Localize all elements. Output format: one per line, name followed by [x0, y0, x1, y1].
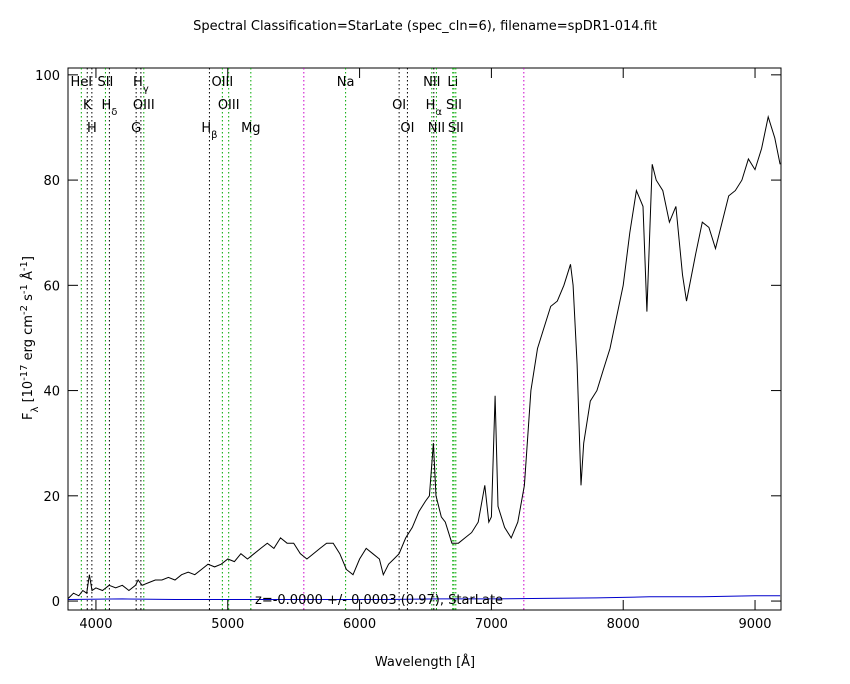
y-label-part: -1 — [19, 261, 30, 271]
spectral-line-label: OIII — [218, 98, 240, 113]
y-label-part: -17 — [19, 364, 30, 380]
y-tick-label: 100 — [35, 69, 60, 84]
spectral-line-name: NII — [428, 121, 445, 136]
spectral-line-label: Hβ — [201, 121, 217, 141]
spectral-line-name: OIII — [218, 98, 240, 113]
y-label-part: -1 — [19, 284, 30, 294]
y-tick-label: 0 — [52, 595, 60, 610]
y-label-part: F — [21, 412, 36, 419]
y-label-part: s — [21, 294, 36, 305]
x-tick-label: 8000 — [607, 617, 640, 632]
spectral-line-label: OI — [392, 98, 406, 113]
y-label-part: ] — [21, 256, 36, 261]
x-tick-label: 9000 — [738, 617, 771, 632]
spectral-line-label: OIII — [211, 75, 233, 90]
annotation: z=-0.0000 +/- 0.0003 (0.97), StarLate — [255, 593, 503, 608]
x-tick-label: 6000 — [343, 617, 376, 632]
spectral-line-name: H — [101, 98, 111, 113]
spectral-line-label: G — [131, 121, 141, 136]
spectral-line-sub: γ — [143, 84, 149, 95]
y-label-part: [10 — [21, 381, 36, 407]
spectral-line-name: Mg — [241, 121, 260, 136]
spectral-line-label: SII — [448, 121, 464, 136]
spectral-line-label: HeI — [71, 75, 93, 90]
x-axis-label: Wavelength [Å] — [375, 654, 475, 670]
spectral-line-label: Hδ — [101, 98, 117, 118]
spectral-line-label: OIII — [133, 98, 155, 113]
spectral-line-name: Li — [447, 75, 458, 90]
spectral-line-name: H — [87, 121, 97, 136]
y-label-part: Å — [20, 271, 36, 284]
spectral-line-label: Mg — [241, 121, 260, 136]
spectral-line-label: K — [83, 98, 92, 113]
y-label-part: -2 — [19, 305, 30, 315]
spectral-line-label: Li — [447, 75, 458, 90]
y-tick-label: 20 — [43, 490, 60, 505]
spectral-line-label: OI — [400, 121, 414, 136]
spectral-line-name: H — [133, 75, 143, 90]
x-tick-label: 5000 — [211, 617, 244, 632]
y-label-part: erg cm — [21, 315, 36, 364]
spectral-line-sub: α — [435, 107, 442, 118]
series-line — [68, 595, 781, 600]
spectral-line-name: OIII — [211, 75, 233, 90]
y-axis-label: Fλ [10-17 erg cm-2 s-1 Å-1] — [19, 256, 41, 420]
spectral-line-name: OI — [400, 121, 414, 136]
spectral-line-name: G — [131, 121, 141, 136]
spectral-line-name: NII — [423, 75, 440, 90]
spectral-line-name: H — [201, 121, 211, 136]
spectral-line-label: NII — [423, 75, 440, 90]
spectral-line-label: SII — [97, 75, 113, 90]
spectral-line-label: Hγ — [133, 75, 149, 95]
y-tick-label: 40 — [43, 385, 60, 400]
y-tick-label: 60 — [43, 279, 60, 294]
x-tick-label: 7000 — [475, 617, 508, 632]
series-line — [67, 114, 781, 599]
spectral-line-sub: β — [211, 130, 217, 141]
y-tick-label: 80 — [43, 174, 60, 189]
spectral-line-label: NII — [428, 121, 445, 136]
spectral-line-sub: δ — [111, 107, 117, 118]
spectral-line-name: OI — [392, 98, 406, 113]
spectral-line-name: OIII — [133, 98, 155, 113]
spectral-line-name: Na — [337, 75, 355, 90]
spectral-line-name: SII — [448, 121, 464, 136]
y-label-part: λ — [30, 406, 41, 412]
spectral-line-label: H — [87, 121, 97, 136]
spectral-line-name: SII — [446, 98, 462, 113]
x-tick-label: 4000 — [79, 617, 112, 632]
spectral-line-name: K — [83, 98, 92, 113]
plot-frame — [67, 67, 782, 611]
chart-title: Spectral Classification=StarLate (spec_c… — [193, 19, 657, 34]
spectral-line-name: HeI — [71, 75, 93, 90]
spectral-line-name: H — [426, 98, 436, 113]
spectral-line-name: SII — [97, 75, 113, 90]
spectral-line-label: Hα — [426, 98, 443, 118]
spectral-line-label: SII — [446, 98, 462, 113]
spectral-line-label: Na — [337, 75, 355, 90]
